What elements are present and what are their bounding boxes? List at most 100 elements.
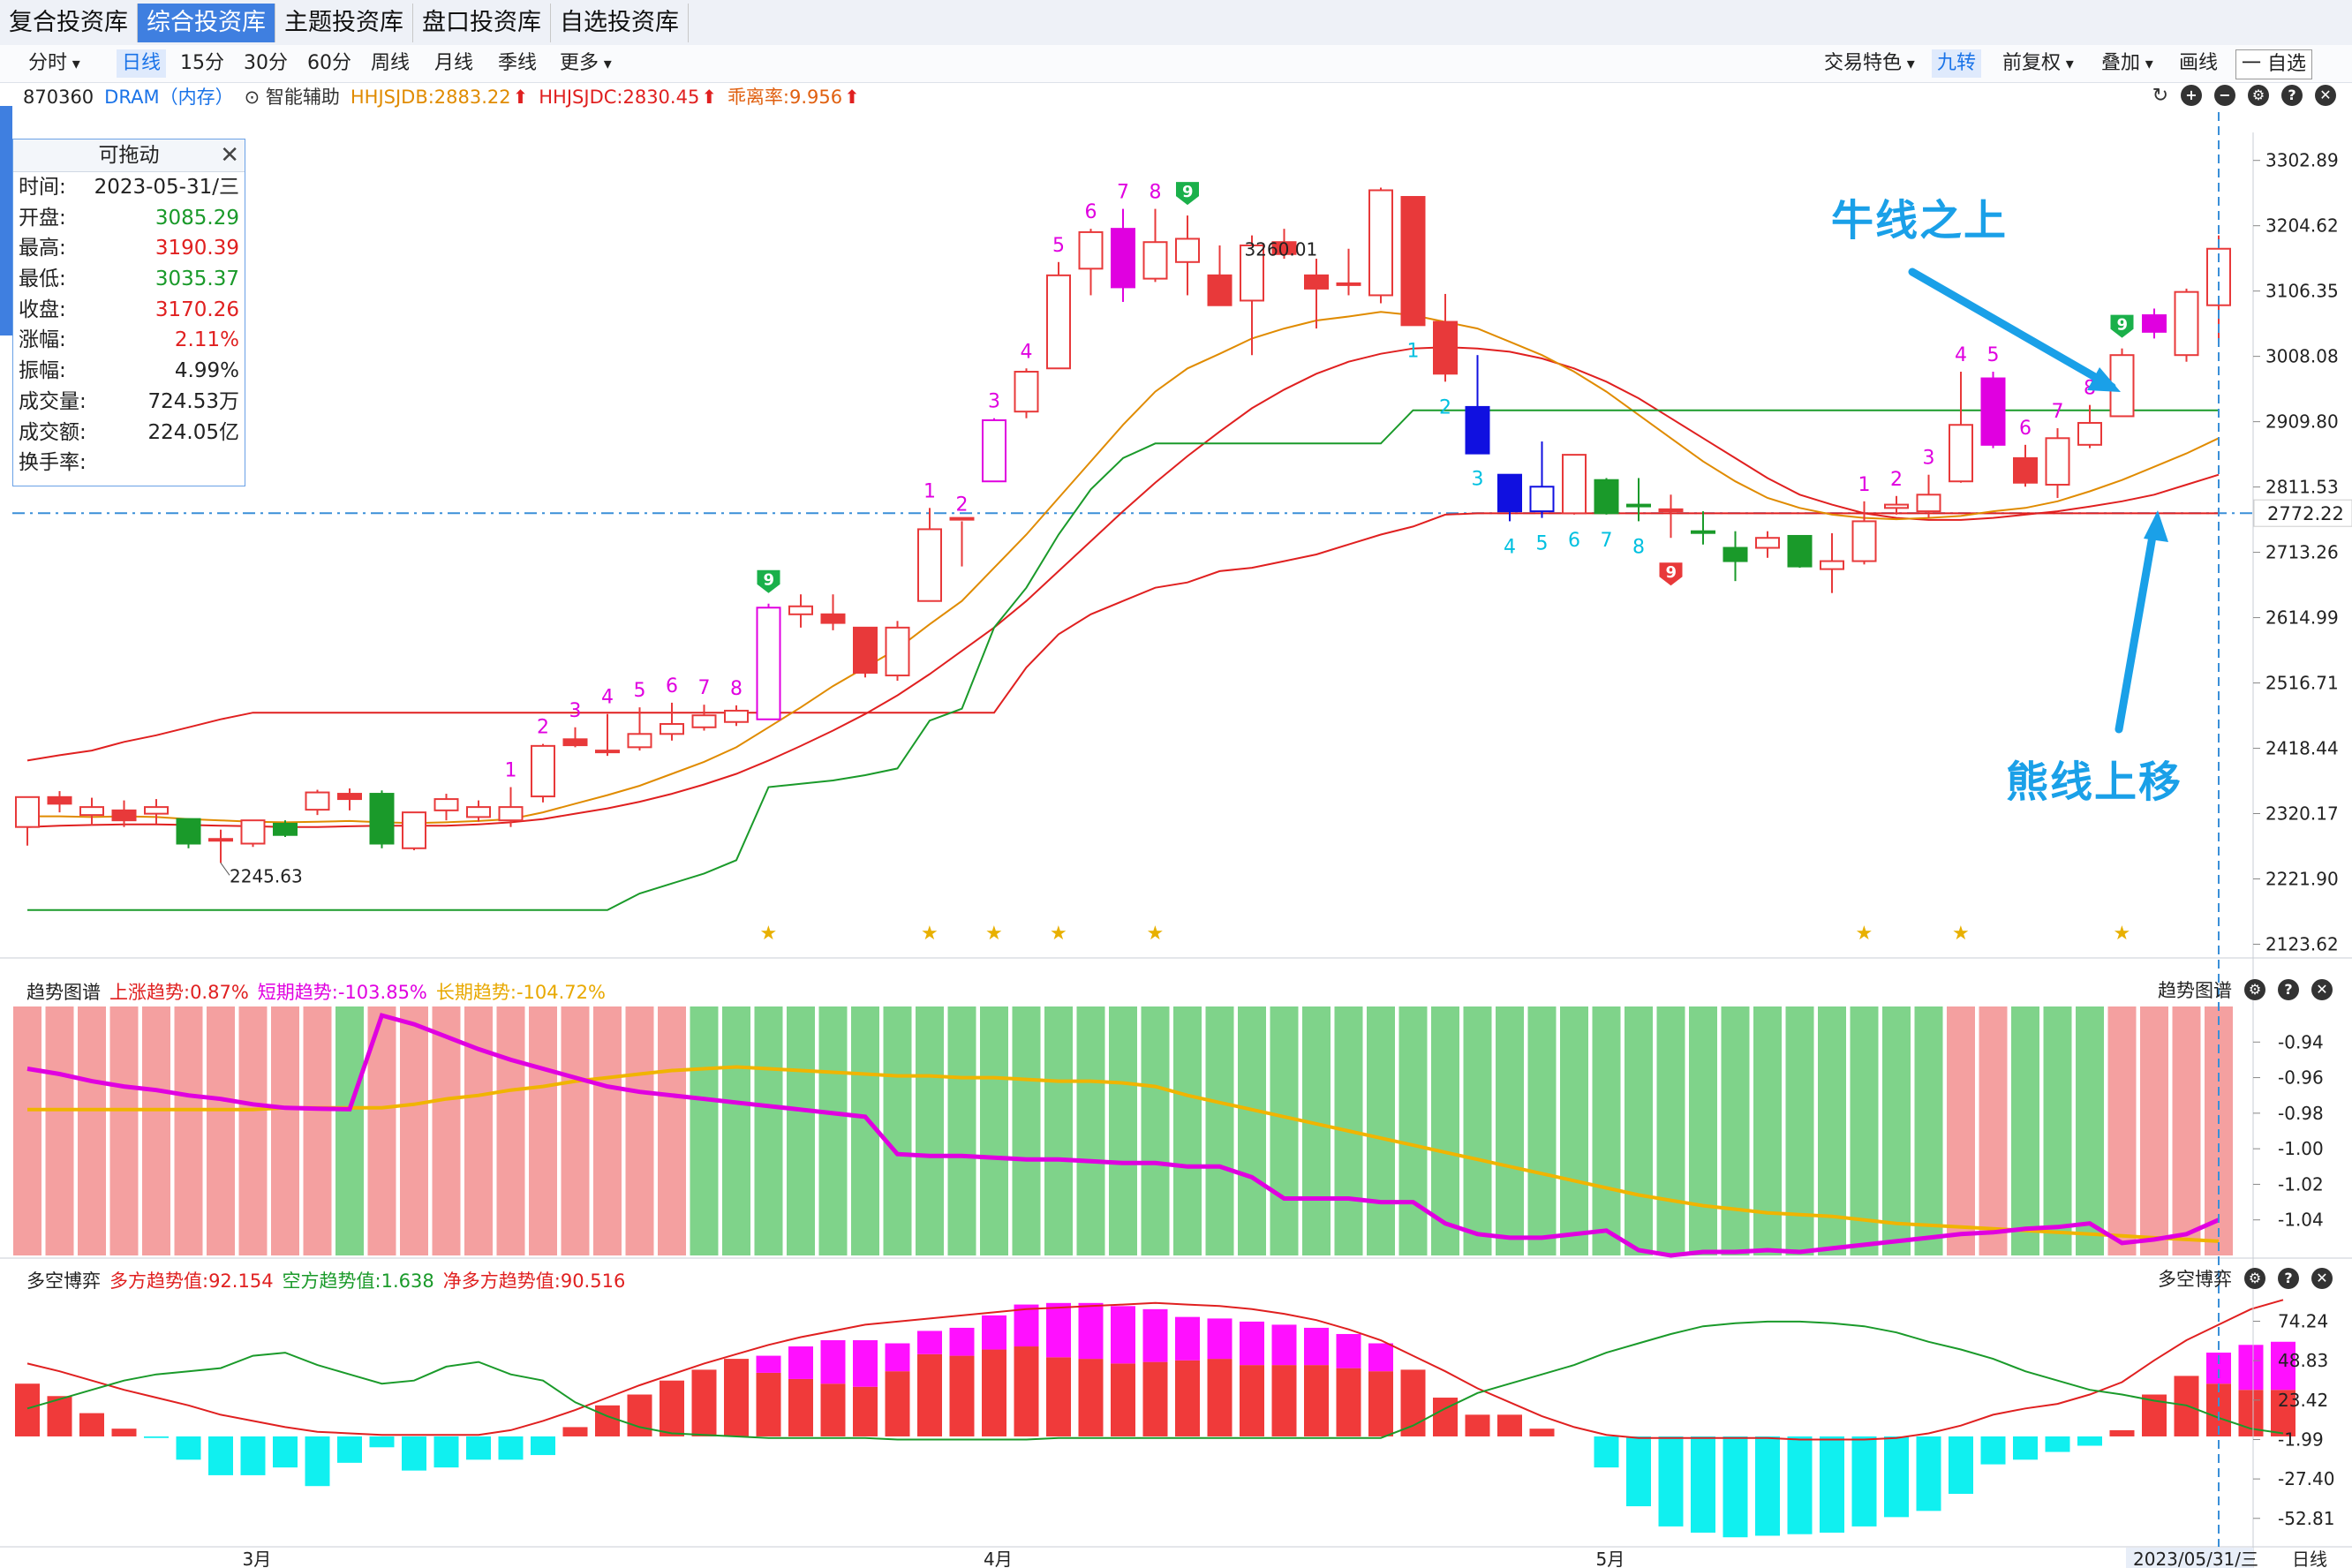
trend-bar xyxy=(1850,1006,1879,1255)
y-tick-label: -1.02 xyxy=(2278,1173,2324,1195)
y-tick-label: 2811.53 xyxy=(2265,477,2339,498)
trend-bar xyxy=(335,1006,364,1255)
y-tick-label: -0.96 xyxy=(2278,1067,2324,1089)
zoom-in-icon[interactable]: + xyxy=(2181,85,2202,106)
quote-info-box[interactable]: 可拖动 ✕ 时间: 2023-05-31/三 开盘: 3085.29 最高: 3190.39… xyxy=(12,139,245,486)
net-bull-bar xyxy=(47,1396,72,1436)
trend-bar xyxy=(1496,1006,1524,1255)
candle-body xyxy=(1529,486,1555,513)
nine-count: 1 xyxy=(1858,474,1871,496)
candle-body xyxy=(982,418,1006,483)
close-icon[interactable]: ✕ xyxy=(2315,85,2336,106)
candle-body xyxy=(305,791,330,811)
gear-icon[interactable]: ⚙ xyxy=(2244,1268,2265,1289)
close-icon[interactable]: ✕ xyxy=(2311,1268,2333,1289)
x-tick-label: 3月 xyxy=(243,1549,272,1568)
bear-arrow xyxy=(2115,522,2159,734)
candle-body xyxy=(1046,274,1071,370)
candle-body xyxy=(240,819,266,845)
tab-2[interactable]: 主题投资库 xyxy=(275,4,413,42)
indicator2-value: 多方趋势值:92.154 xyxy=(109,1270,274,1292)
net-bear-bar xyxy=(176,1436,201,1460)
period-1[interactable]: 日线 xyxy=(117,49,167,78)
refresh-icon[interactable]: ↻ xyxy=(2152,85,2168,107)
trend-bar xyxy=(1205,1006,1234,1255)
candle-body xyxy=(1949,424,1973,483)
period-3[interactable]: 30分 xyxy=(244,52,288,74)
tab-3[interactable]: 盘口投资库 xyxy=(413,4,551,42)
net-bear-bar xyxy=(1949,1436,1973,1494)
stock-info-bar: 870360 DRAM（内存） ⊙ 智能辅助 HHJSJDB:2883.22 ⬆ … xyxy=(23,82,860,112)
gear-icon[interactable]: ⚙ xyxy=(2244,979,2265,1000)
toolbar-right-1[interactable]: 九转 xyxy=(1932,49,1982,78)
period-7[interactable]: 季线 xyxy=(498,52,538,74)
close-icon[interactable]: ✕ xyxy=(2311,979,2333,1000)
candle-body xyxy=(1562,454,1587,515)
nine-count: 6 xyxy=(1568,530,1580,552)
nine-count: 1 xyxy=(1407,340,1420,362)
net-bear-bar xyxy=(1594,1436,1619,1468)
nine-count: 2 xyxy=(1890,469,1903,491)
info-value: 3190.39 xyxy=(155,237,239,260)
tab-0[interactable]: 复合投资库 xyxy=(0,4,138,42)
help-icon[interactable]: ? xyxy=(2278,1268,2299,1289)
trend-bar xyxy=(1044,1006,1073,1255)
indicator2-title: 多空博弈 xyxy=(26,1270,101,1292)
smart-assist-toggle[interactable]: ⊙ 智能辅助 xyxy=(244,87,340,108)
trend-bar xyxy=(1463,1006,1492,1255)
star-marker: ★ xyxy=(760,923,778,945)
toolbar-right-5[interactable]: 一 自选 xyxy=(2235,49,2312,79)
tab-1[interactable]: 综合投资库 xyxy=(138,4,275,42)
trend-title-right: 趋势图谱 xyxy=(2158,980,2232,1001)
help-icon[interactable]: ? xyxy=(2278,979,2299,1000)
candle-body xyxy=(15,795,40,828)
period-2[interactable]: 15分 xyxy=(180,52,224,74)
toolbar-right-4[interactable]: 画线 xyxy=(2179,52,2219,74)
period-8[interactable]: 更多 xyxy=(554,49,617,78)
net-bull-bar xyxy=(1175,1360,1200,1436)
trend-bar xyxy=(787,1006,815,1255)
trend-bar xyxy=(980,1006,1008,1255)
candle-body xyxy=(820,613,846,624)
candle-body xyxy=(1465,405,1490,455)
trend-indicator-header: 趋势图谱 上涨趋势:0.87% 短期趋势:-103.85% 长期趋势:-104.72% xyxy=(26,978,606,1005)
close-icon[interactable]: ✕ xyxy=(220,142,239,169)
candle-body xyxy=(1336,282,1361,286)
info-row: 涨幅: 2.11% xyxy=(13,325,245,356)
trend-bar xyxy=(1882,1006,1911,1255)
candle-body xyxy=(1980,377,2006,446)
tab-4[interactable]: 自选投资库 xyxy=(551,4,689,42)
candle-body xyxy=(2174,290,2199,357)
y-tick-label: -0.94 xyxy=(2278,1031,2324,1052)
period-5[interactable]: 周线 xyxy=(371,52,411,74)
period-6[interactable]: 月线 xyxy=(434,52,474,74)
candle-body xyxy=(1240,244,1264,302)
nine-marker-text: 9 xyxy=(1182,183,1194,201)
y-tick-label: 2320.17 xyxy=(2265,803,2339,825)
info-value: 4.99% xyxy=(174,359,239,383)
toolbar-right-2[interactable]: 前复权 xyxy=(1997,49,2079,78)
help-icon[interactable]: ? xyxy=(2281,85,2303,106)
toolbar-right-0[interactable]: 交易特色 xyxy=(1819,49,1920,78)
toolbar-right-3[interactable]: 叠加 xyxy=(2096,49,2159,78)
trend-bar xyxy=(1076,1006,1105,1255)
zoom-out-icon[interactable]: − xyxy=(2214,85,2235,106)
bull-arrow-head xyxy=(2087,367,2121,392)
net-bull-bar xyxy=(853,1386,878,1436)
period-0[interactable]: 分时 xyxy=(23,49,86,78)
net-bull-bar xyxy=(885,1371,910,1436)
trend-bar xyxy=(2172,1006,2201,1255)
trend-bar xyxy=(1012,1006,1041,1255)
nine-count: 8 xyxy=(1632,536,1645,558)
net-bear-bar xyxy=(305,1436,330,1487)
chart-top-controls: ↻ + − ⚙ ? ✕ xyxy=(2152,85,2336,107)
net-bear-bar xyxy=(369,1436,395,1448)
candle-body xyxy=(1916,494,1941,513)
net-bull-excess-bar xyxy=(1207,1318,1233,1360)
period-4[interactable]: 60分 xyxy=(307,52,351,74)
candle-body xyxy=(79,806,104,817)
trend-bar xyxy=(625,1006,654,1255)
gear-icon[interactable]: ⚙ xyxy=(2248,85,2269,106)
trend-bar xyxy=(496,1006,525,1255)
net-bear-bar xyxy=(1884,1436,1909,1518)
